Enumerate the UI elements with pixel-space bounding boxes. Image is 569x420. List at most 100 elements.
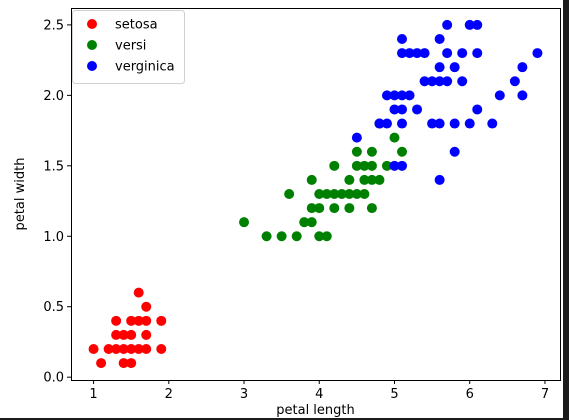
data-point-setosa [103,344,114,354]
data-point-verginica [419,48,430,59]
data-point-verginica [434,76,445,87]
data-point-versi [351,160,362,171]
data-point-verginica [389,160,400,171]
data-point-versi [239,217,250,228]
y-tick-label: 0.5 [43,300,64,315]
data-point-verginica [494,90,505,101]
data-point-setosa [126,329,137,340]
data-point-verginica [389,90,400,101]
ticks-layer: 1 2 3 4 5 6 7 0.0 0.5 1.0 1.5 2.0 2.5 [43,18,549,402]
data-point-verginica [487,118,498,129]
data-point-versi [366,174,377,185]
data-point-setosa [96,358,107,369]
data-point-verginica [434,174,445,185]
y-tick-label: 1.0 [43,230,64,245]
data-point-verginica [381,90,392,101]
data-point-versi [344,174,355,185]
y-tick-label: 0.0 [43,371,64,386]
x-axis-label: petal length [276,403,355,418]
data-point-setosa [141,315,152,326]
data-point-verginica [442,76,453,87]
data-point-versi [344,203,355,214]
legend-label-verginica: verginica [115,60,175,75]
data-point-setosa [126,344,137,354]
data-point-verginica [517,90,528,101]
x-tick-label: 5 [390,387,398,402]
data-point-versi [261,231,272,242]
data-point-verginica [427,76,438,87]
data-point-setosa [118,329,129,340]
data-point-versi [284,189,295,199]
data-point-verginica [464,118,475,129]
data-point-verginica [412,104,423,115]
data-point-verginica [397,34,408,44]
y-tick-label: 1.5 [43,159,64,174]
window-edge-strip [563,0,569,420]
data-point-versi [329,160,340,171]
legend-marker-versi [87,40,97,50]
data-point-versi [359,189,370,199]
data-point-setosa [111,344,122,354]
data-point-verginica [509,76,520,87]
data-point-versi [336,189,347,199]
data-point-verginica [472,19,483,30]
data-point-setosa [126,358,137,369]
data-point-versi [291,231,302,242]
data-point-verginica [434,34,445,44]
data-point-versi [306,174,317,185]
data-point-verginica [442,48,453,59]
data-point-verginica [389,104,400,115]
x-tick-label: 1 [89,387,97,402]
data-point-versi [344,189,355,199]
data-point-setosa [141,329,152,340]
data-point-versi [321,231,332,242]
data-point-versi [366,160,377,171]
data-point-versi [366,203,377,214]
y-axis-label: petal width [13,158,28,231]
data-point-verginica [449,146,460,157]
data-point-versi [306,217,317,228]
data-point-versi [381,160,392,171]
data-point-versi [299,217,310,228]
data-point-verginica [397,104,408,115]
data-point-verginica [397,160,408,171]
data-point-versi [329,203,340,214]
data-point-setosa [111,329,122,340]
data-point-setosa [156,344,167,354]
data-point-versi [329,189,340,199]
data-point-versi [359,174,370,185]
data-point-verginica [397,48,408,59]
data-point-versi [359,160,370,171]
data-point-verginica [517,62,528,73]
plot-area-frame [71,8,561,381]
data-point-setosa [118,344,129,354]
data-point-verginica [397,90,408,101]
data-point-verginica [404,90,415,101]
data-point-verginica [472,104,483,115]
data-point-verginica [449,118,460,129]
data-point-verginica [457,76,468,87]
data-point-versi [314,203,325,214]
legend-marker-setosa [87,19,97,29]
data-point-versi [389,132,400,143]
x-tick-label: 3 [240,387,248,402]
data-point-setosa [118,358,129,369]
data-point-setosa [88,344,99,354]
data-point-versi [366,146,377,157]
data-point-verginica [397,118,408,129]
x-tick-label: 2 [165,387,173,402]
y-tick-label: 2.5 [43,18,64,33]
legend-marker-verginica [87,61,97,71]
data-point-verginica [457,48,468,59]
data-point-versi [276,231,287,242]
data-point-verginica [419,76,430,87]
data-point-versi [321,189,332,199]
legend: setosa versi verginica [72,10,185,84]
points-layer [88,19,543,369]
data-point-verginica [427,118,438,129]
data-point-setosa [156,315,167,326]
data-point-setosa [133,287,144,298]
data-point-verginica [374,118,385,129]
